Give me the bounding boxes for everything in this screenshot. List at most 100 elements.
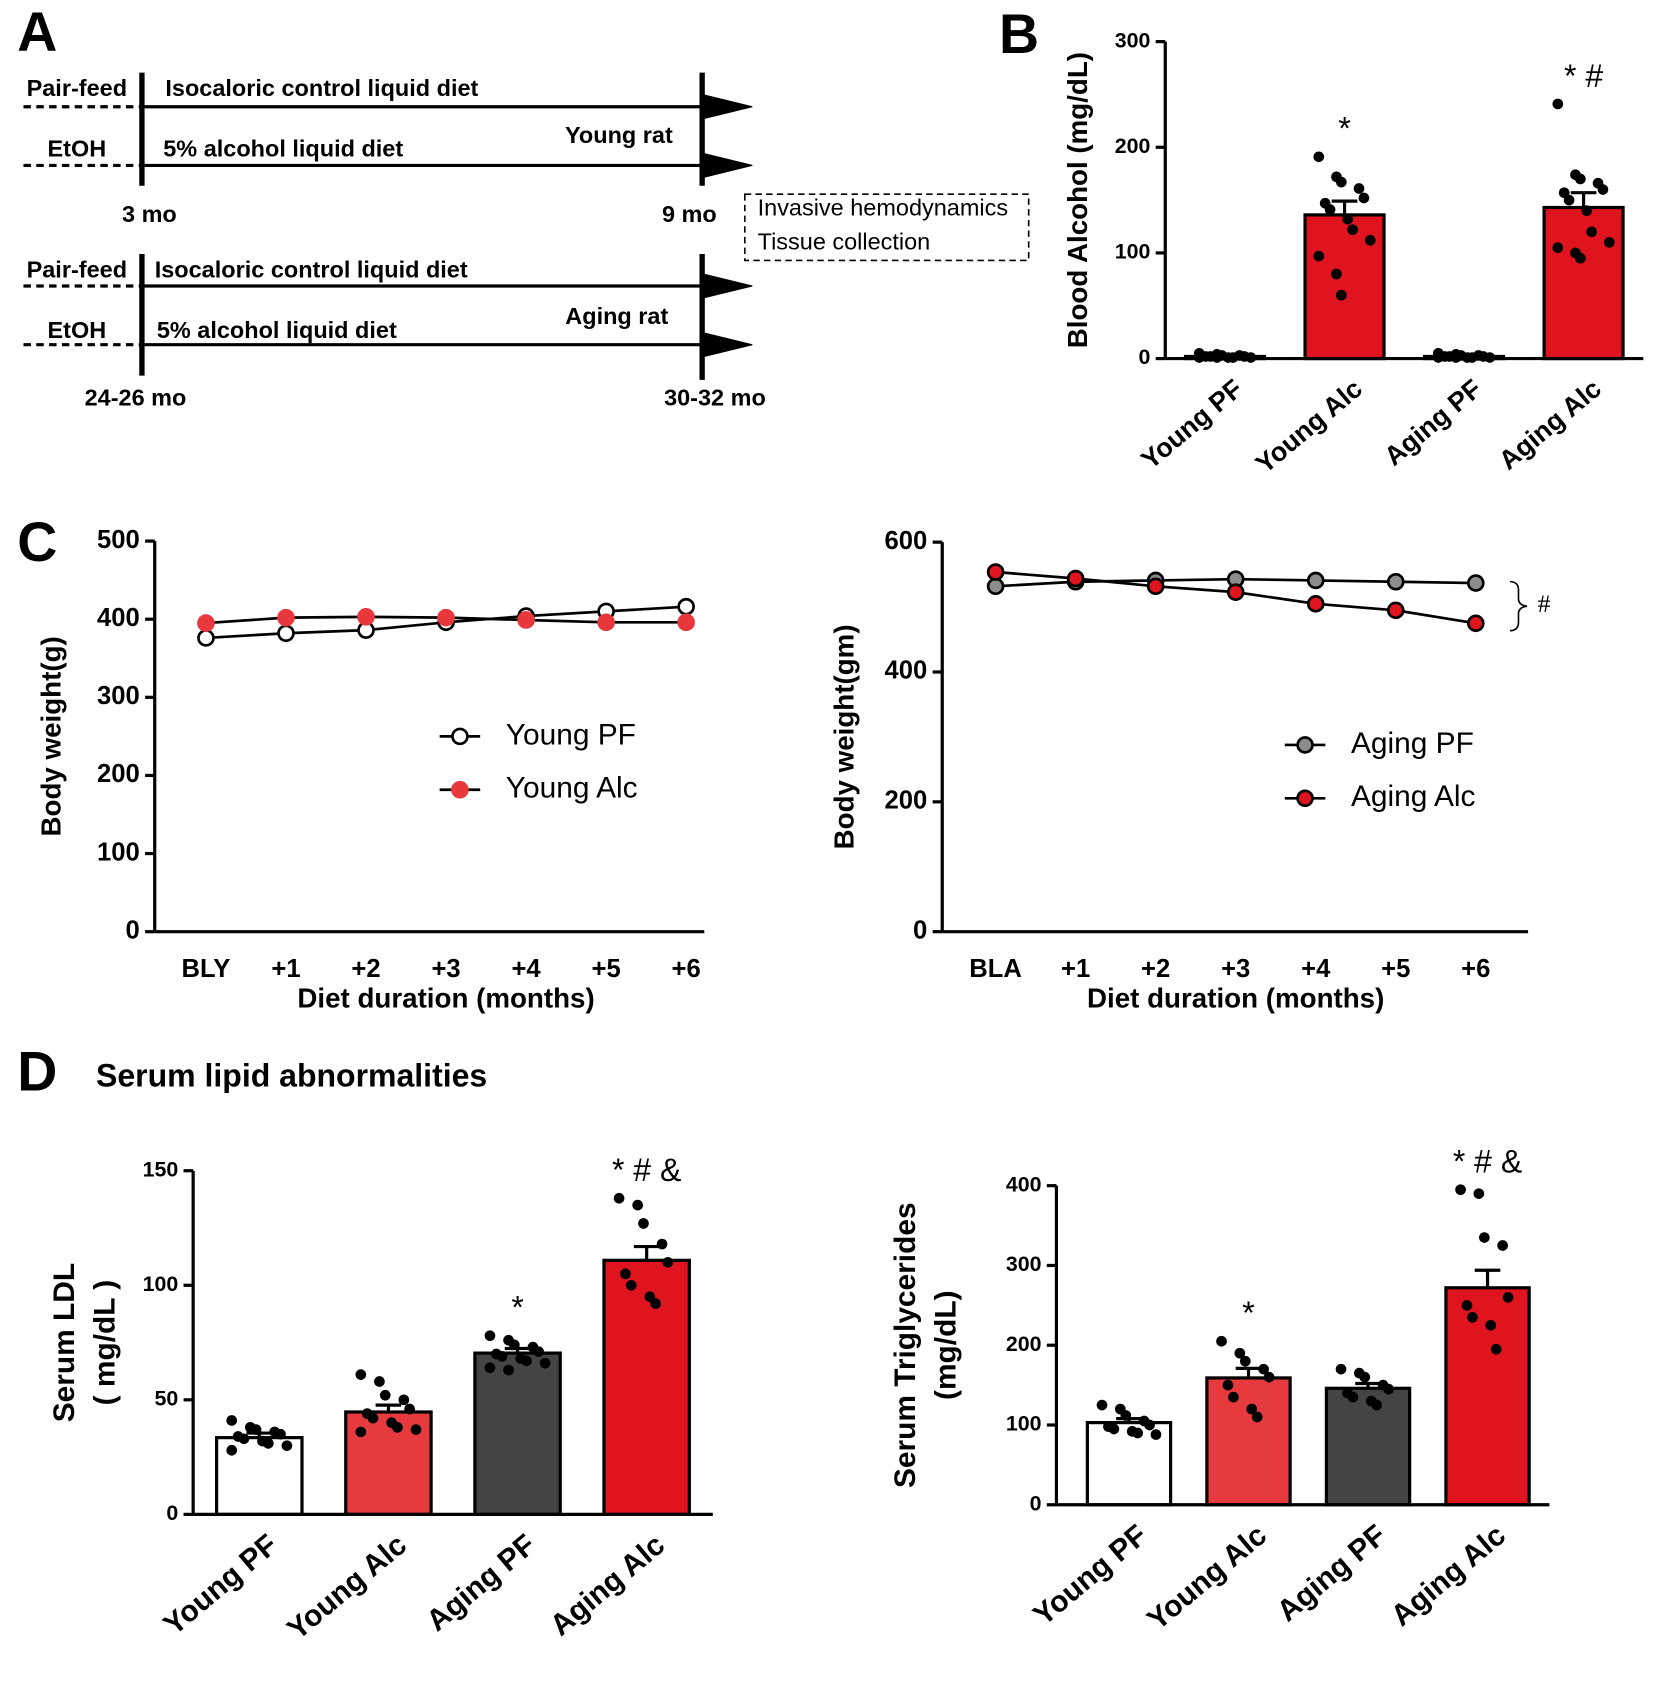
y-tick-label: 300 — [97, 682, 140, 710]
data-point — [1478, 1232, 1490, 1243]
data-point — [1306, 571, 1325, 590]
data-point — [1353, 183, 1365, 194]
x-tick-label: Aging PF — [1271, 1519, 1393, 1629]
y-tick-label: 300 — [1006, 1252, 1042, 1276]
data-point — [1342, 213, 1354, 225]
y-tick-label: 400 — [97, 604, 140, 632]
group-label: Pair-feed — [27, 75, 127, 101]
data-point — [1335, 1363, 1347, 1375]
data-point — [1263, 1371, 1275, 1383]
brace — [1509, 580, 1528, 632]
x-tick-label: +3 — [1221, 955, 1250, 983]
data-point — [1226, 583, 1245, 601]
data-point — [620, 1268, 631, 1280]
y-tick-label: 100 — [1006, 1412, 1042, 1436]
x-tick-label: +1 — [271, 955, 300, 983]
bar — [1324, 1386, 1412, 1507]
bar — [1542, 205, 1625, 361]
x-axis-label: Diet duration (months) — [297, 982, 594, 1013]
bar — [1205, 1376, 1292, 1507]
data-point — [1497, 1240, 1508, 1251]
data-point — [357, 608, 375, 626]
arrow-head — [703, 152, 753, 178]
data-point — [638, 1218, 649, 1229]
x-tick-label: +5 — [592, 955, 621, 983]
data-point — [1146, 577, 1165, 596]
y-axis-label: (mg/dL) — [929, 1290, 962, 1400]
data-point — [1336, 289, 1347, 301]
data-point — [437, 608, 455, 627]
cohort-label: Aging rat — [565, 303, 668, 329]
data-point — [484, 1362, 496, 1374]
annotation: * # & — [1453, 1144, 1522, 1180]
x-tick-label: Young PF — [158, 1528, 284, 1641]
data-point — [1473, 1188, 1485, 1199]
y-tick-label: 0 — [126, 916, 140, 944]
legend-marker — [451, 727, 469, 746]
data-point — [597, 613, 615, 632]
y-tick-label: 100 — [1115, 240, 1151, 264]
data-point — [374, 1376, 385, 1387]
data-point — [1603, 237, 1615, 248]
y-tick-label: 100 — [143, 1272, 179, 1296]
data-point — [1313, 250, 1325, 262]
endpoint-text: Tissue collection — [758, 229, 931, 255]
data-point — [277, 624, 295, 643]
data-point — [1586, 226, 1597, 238]
data-point — [277, 608, 295, 627]
end-label: 9 mo — [662, 201, 717, 227]
annotation: # — [1538, 589, 1551, 618]
data-point — [355, 1426, 367, 1438]
data-point — [1371, 1399, 1383, 1411]
x-tick-label: Young Alc — [1141, 1519, 1273, 1637]
bar — [1444, 1286, 1531, 1507]
data-point — [197, 629, 215, 647]
y-tick-label: 400 — [885, 657, 928, 685]
data-point — [509, 1339, 520, 1351]
y-tick-label: 0 — [1030, 1491, 1042, 1515]
y-tick-label: 50 — [154, 1386, 178, 1410]
x-tick-label: Aging PF — [420, 1528, 542, 1638]
y-tick-label: 0 — [1138, 345, 1150, 369]
data-point — [1144, 1419, 1155, 1431]
data-point — [281, 1440, 293, 1451]
y-tick-label: 500 — [97, 526, 140, 554]
data-point — [662, 1257, 674, 1268]
data-point — [1336, 176, 1347, 188]
legend-label: Aging Alc — [1351, 780, 1476, 813]
y-tick-label: 200 — [97, 760, 140, 788]
diet-label: 5% alcohol liquid diet — [157, 317, 397, 343]
data-point — [650, 1298, 661, 1309]
x-tick-label: +4 — [1301, 955, 1331, 983]
data-point — [613, 1192, 625, 1204]
data-point — [226, 1415, 238, 1426]
data-point — [1552, 98, 1564, 110]
y-axis-label: Body weight(g) — [36, 636, 67, 836]
panel-label: B — [999, 3, 1039, 65]
x-tick-label: Young PF — [1027, 1519, 1153, 1632]
data-point — [398, 1394, 410, 1406]
data-point — [503, 1364, 514, 1376]
panel-label: A — [17, 1, 57, 63]
data-point — [355, 1369, 367, 1380]
group-label: Pair-feed — [27, 256, 127, 282]
annotation: * — [511, 1290, 523, 1326]
x-axis-label: Diet duration (months) — [1087, 982, 1384, 1013]
legend-marker — [1296, 736, 1314, 754]
diet-label: Isocaloric control liquid diet — [165, 75, 478, 101]
start-label: 3 mo — [122, 201, 177, 227]
data-point — [533, 1346, 545, 1358]
cohort-label: Young rat — [565, 122, 673, 148]
x-tick-label: Young Alc — [1250, 373, 1368, 479]
data-point — [539, 1357, 551, 1369]
data-point — [1120, 1410, 1132, 1421]
data-point — [1575, 173, 1586, 185]
data-point — [238, 1433, 250, 1445]
data-point — [521, 1355, 532, 1367]
legend-marker — [1296, 789, 1314, 808]
data-point — [1552, 242, 1564, 253]
y-tick-label: 200 — [1115, 134, 1151, 158]
x-tick-label: Aging Alc — [544, 1528, 671, 1642]
data-point — [1239, 1355, 1251, 1367]
data-point — [367, 1412, 379, 1424]
